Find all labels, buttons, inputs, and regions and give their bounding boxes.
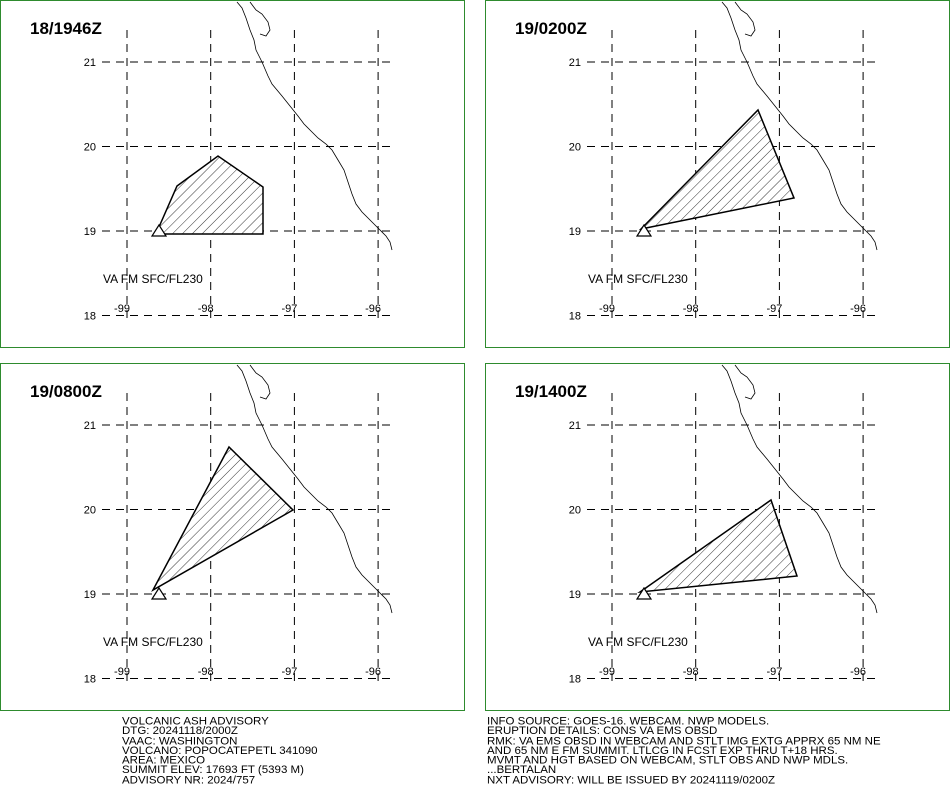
- altitude-label: VA FM SFC/FL230: [588, 635, 688, 649]
- lon-label: -98: [198, 666, 214, 678]
- lon-label: -96: [850, 303, 866, 315]
- advisory-line: DTG: 20241118/2000Z: [122, 725, 238, 738]
- lon-label: -99: [599, 303, 615, 315]
- lon-label: -97: [766, 666, 782, 678]
- coastline: [236, 364, 393, 614]
- altitude-label: VA FM SFC/FL230: [588, 272, 688, 286]
- lat-label: 18: [84, 311, 96, 323]
- coastline: [721, 1, 878, 251]
- lat-label: 21: [569, 420, 581, 432]
- panel-border: [0, 363, 465, 711]
- volcano-marker: [150, 223, 168, 237]
- panel-border: [0, 0, 465, 348]
- lon-label: -96: [365, 666, 381, 678]
- advisory-line: ...BERTALAN: [487, 764, 557, 777]
- coastline: [236, 1, 393, 251]
- lat-label: 21: [84, 420, 96, 432]
- lon-label: -96: [365, 303, 381, 315]
- ash-area-hatch: [637, 498, 799, 594]
- lat-label: 21: [569, 57, 581, 69]
- lon-label: -98: [683, 303, 699, 315]
- lat-label: 19: [569, 226, 581, 238]
- lon-label: -99: [114, 303, 130, 315]
- advisory-line: VOLCANO: POPOCATEPETL 341090: [122, 745, 318, 757]
- lat-label: 19: [84, 226, 96, 238]
- panel-title: 19/1400Z: [515, 382, 587, 401]
- lat-label: 20: [84, 142, 96, 154]
- map-panels: -99 -98 -97 -96 21 20 19 18 18/1946Z VA FM SFC/FL…: [0, 0, 950, 711]
- lat-label: 18: [84, 674, 96, 686]
- map-panel: -99 -98 -97 -96 21 20 19 18 19/1400Z VA FM SFC/FL…: [485, 363, 950, 711]
- ash-area-hatch: [638, 108, 796, 231]
- lon-label: -98: [198, 303, 214, 315]
- map-panel: -99 -98 -97 -96 21 20 19 18 19/0200Z VA FM SFC/FL…: [485, 0, 950, 348]
- advisory-line: RMK: VA EMS OBSD IN WEBCAM AND STLT IMG …: [487, 735, 881, 748]
- lon-label: -97: [766, 303, 782, 315]
- lat-label: 20: [569, 142, 581, 154]
- map-panel: -99 -98 -97 -96 21 20 19 18 18/1946Z VA FM SFC/FL…: [0, 0, 465, 348]
- lon-label: -96: [850, 666, 866, 678]
- map-panel: -99 -98 -97 -96 21 20 19 18 19/0800Z VA FM SFC/FL…: [0, 363, 465, 711]
- lon-label: -98: [683, 666, 699, 678]
- panel-title: 19/0200Z: [515, 19, 587, 38]
- coastline: [734, 364, 756, 400]
- lon-label: -99: [599, 666, 615, 678]
- coastline: [249, 1, 271, 37]
- advisory-line: NXT ADVISORY: WILL BE ISSUED BY 20241119…: [487, 774, 776, 787]
- lat-label: 19: [569, 589, 581, 601]
- advisory-line: VOLCANIC ASH ADVISORY: [122, 716, 269, 728]
- lat-label: 20: [569, 505, 581, 517]
- coastline: [721, 364, 878, 614]
- advisory-right: INFO SOURCE: GOES-16. WEBCAM. NWP MODELS…: [487, 716, 881, 787]
- advisory-line: MVMT AND HGT BASED ON WEBCAM, STLT OBS A…: [487, 755, 849, 767]
- ash-area-hatch: [158, 155, 264, 235]
- advisory-line: SUMMIT ELEV: 17693 FT (5393 M): [122, 764, 304, 777]
- coastline: [249, 364, 271, 400]
- advisory-line: INFO SOURCE: GOES-16. WEBCAM. NWP MODELS…: [487, 716, 770, 728]
- lat-label: 18: [569, 674, 581, 686]
- lon-label: -97: [281, 666, 297, 678]
- lon-label: -99: [114, 666, 130, 678]
- advisory-line: AND 65 NM E FM SUMMIT. LTLCG IN FCST EXP…: [487, 745, 838, 757]
- panel-title: 19/0800Z: [30, 382, 102, 401]
- volcano-marker: [150, 586, 168, 600]
- panel-title: 18/1946Z: [30, 19, 102, 38]
- lat-label: 18: [569, 311, 581, 323]
- advisory-left: VOLCANIC ASH ADVISORY DTG: 20241118/2000Z…: [122, 716, 318, 787]
- volcano-marker: [635, 223, 653, 237]
- lon-label: -97: [281, 303, 297, 315]
- advisory-line: ADVISORY NR: 2024/757: [122, 774, 256, 787]
- lat-label: 19: [84, 589, 96, 601]
- lat-label: 21: [84, 57, 96, 69]
- advisory-line: VAAC: WASHINGTON: [122, 735, 238, 748]
- advisory-line: AREA: MEXICO: [122, 755, 206, 767]
- altitude-label: VA FM SFC/FL230: [103, 635, 203, 649]
- volcano-marker: [635, 586, 653, 600]
- altitude-label: VA FM SFC/FL230: [103, 272, 203, 286]
- lat-label: 20: [84, 505, 96, 517]
- ash-area-hatch: [151, 445, 295, 592]
- coastline: [734, 1, 756, 37]
- advisory-line: ERUPTION DETAILS: CONS VA EMS OBSD: [487, 725, 718, 738]
